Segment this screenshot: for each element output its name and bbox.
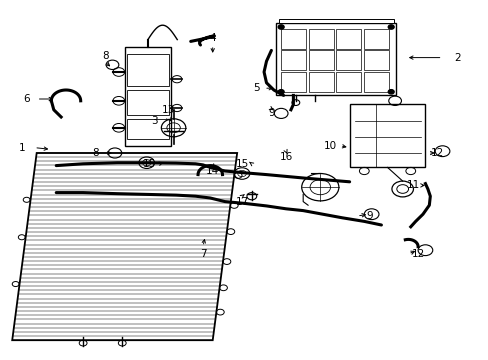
Bar	[281, 72, 305, 92]
Circle shape	[387, 25, 393, 29]
Text: 5: 5	[253, 83, 260, 93]
Bar	[363, 72, 388, 92]
Text: 2: 2	[453, 53, 460, 63]
Bar	[336, 50, 361, 70]
Bar	[363, 29, 388, 49]
Text: 15: 15	[235, 159, 248, 169]
Circle shape	[278, 90, 284, 94]
Bar	[281, 29, 305, 49]
Text: 9: 9	[365, 211, 372, 221]
Bar	[276, 23, 395, 95]
Bar	[349, 104, 425, 167]
Text: 14: 14	[205, 166, 219, 176]
Text: 15: 15	[142, 159, 156, 169]
Circle shape	[278, 25, 284, 29]
Circle shape	[387, 90, 393, 94]
Text: 16: 16	[279, 152, 292, 162]
Text: 6: 6	[23, 94, 30, 104]
Text: 3: 3	[150, 116, 157, 126]
Bar	[308, 72, 333, 92]
Bar	[308, 29, 333, 49]
Bar	[127, 54, 168, 86]
Text: 12: 12	[410, 249, 424, 259]
Text: 1: 1	[19, 143, 25, 153]
Bar	[124, 47, 171, 146]
Bar	[281, 50, 305, 70]
Text: 12: 12	[430, 148, 444, 158]
Text: 11: 11	[406, 180, 419, 190]
Text: 7: 7	[199, 249, 206, 259]
Text: 17: 17	[235, 197, 248, 207]
Bar	[127, 119, 168, 139]
Text: 4: 4	[209, 33, 216, 43]
Text: 13: 13	[162, 105, 175, 115]
Bar	[336, 29, 361, 49]
Bar	[308, 50, 333, 70]
Polygon shape	[12, 153, 237, 340]
Text: 8: 8	[102, 51, 108, 61]
Text: 10: 10	[323, 141, 336, 151]
Bar	[336, 72, 361, 92]
Text: 8: 8	[92, 148, 99, 158]
Text: 9: 9	[267, 108, 274, 118]
Bar	[363, 50, 388, 70]
Bar	[127, 90, 168, 115]
Bar	[278, 19, 393, 23]
